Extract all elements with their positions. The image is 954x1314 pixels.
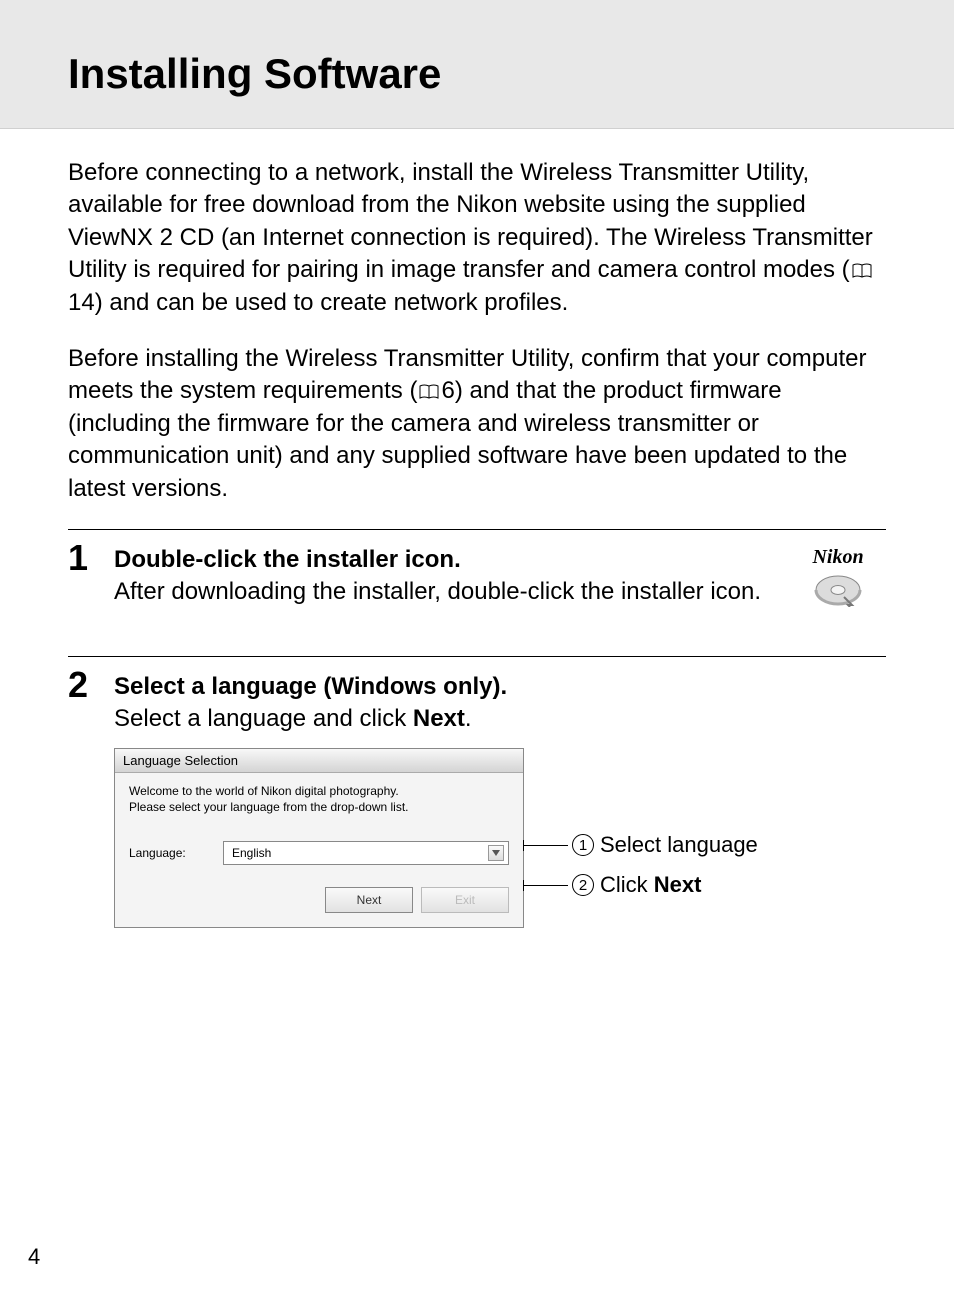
intro-paragraph-1: Before connecting to a network, install … (68, 157, 886, 319)
language-label: Language: (129, 846, 199, 860)
steps-list: 1 Double-click the installer icon. After… (68, 529, 886, 953)
step-2-number: 2 (68, 667, 96, 703)
step-2-text-pre: Select a language and click (114, 705, 413, 732)
step-1: 1 Double-click the installer icon. After… (68, 529, 886, 656)
language-row: Language: English (129, 841, 509, 865)
exit-button[interactable]: Exit (421, 887, 509, 913)
step-1-body: Double-click the installer icon. After d… (114, 540, 886, 632)
page-number: 4 (28, 1244, 40, 1270)
dialog-msg-line2: Please select your language from the dro… (129, 799, 509, 815)
content-area: Before connecting to a network, install … (0, 129, 954, 952)
callout-1-leader (524, 845, 568, 846)
callout-2-text: Click Next (600, 872, 701, 898)
step-1-heading: Double-click the installer icon. (114, 546, 770, 574)
step-1-text: After downloading the installer, double-… (114, 576, 770, 607)
dialog-msg-line1: Welcome to the world of Nikon digital ph… (129, 783, 509, 799)
callout-1: 1 Select language (524, 832, 758, 858)
callout-column: 1 Select language 2 Click Next (524, 748, 758, 912)
dialog-body: Welcome to the world of Nikon digital ph… (115, 773, 523, 927)
dialog-message: Welcome to the world of Nikon digital ph… (129, 783, 509, 815)
callout-2-leader (524, 885, 568, 886)
dialog-title-bar: Language Selection (115, 749, 523, 773)
header-band: Installing Software (0, 0, 954, 129)
step-1-number: 1 (68, 540, 96, 576)
dialog-button-row: Next Exit (129, 887, 509, 913)
step-2-heading: Select a language (Windows only). (114, 673, 886, 701)
callout-2-number: 2 (572, 874, 594, 896)
dialog-and-callouts: Language Selection Welcome to the world … (114, 748, 886, 928)
step-2-text-bold: Next (413, 705, 465, 732)
callout-2-bold: Next (654, 872, 702, 897)
language-dropdown[interactable]: English (223, 841, 509, 865)
para1-pre: Before connecting to a network, install … (68, 159, 873, 283)
para1-post: ) and can be used to create network prof… (95, 289, 569, 316)
next-button[interactable]: Next (325, 887, 413, 913)
step-2-body: Select a language (Windows only). Select… (114, 667, 886, 929)
step-2: 2 Select a language (Windows only). Sele… (68, 656, 886, 953)
para1-ref: 14 (68, 289, 95, 316)
language-value: English (232, 846, 271, 860)
step-2-text: Select a language and click Next. (114, 703, 886, 734)
disc-icon (814, 573, 862, 607)
para2-ref: 6 (441, 377, 454, 404)
callout-1-number: 1 (572, 834, 594, 856)
installer-icon: Nikon (790, 546, 886, 632)
callout-2: 2 Click Next (524, 872, 758, 898)
language-dialog: Language Selection Welcome to the world … (114, 748, 524, 928)
callout-1-text: Select language (600, 832, 758, 858)
nikon-logo-text: Nikon (790, 546, 886, 569)
chevron-down-icon (488, 845, 504, 861)
step-2-text-post: . (465, 705, 472, 732)
intro-paragraph-2: Before installing the Wireless Transmitt… (68, 343, 886, 505)
book-icon (852, 263, 872, 279)
book-icon (419, 384, 439, 400)
callout-2-pre: Click (600, 872, 654, 897)
page-title: Installing Software (68, 50, 954, 98)
